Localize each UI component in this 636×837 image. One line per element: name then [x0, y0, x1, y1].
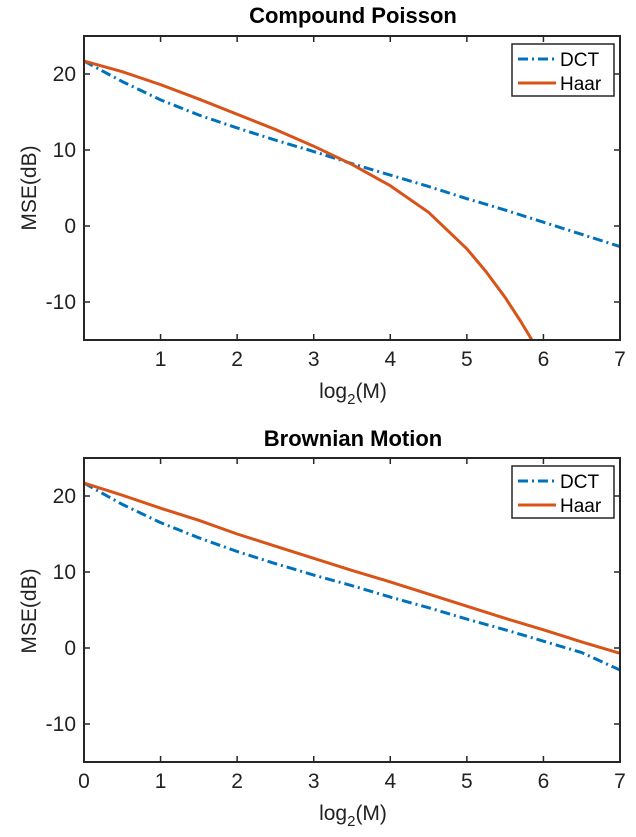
- legend-label-dct: DCT: [560, 472, 599, 493]
- x-tick-label: 2: [231, 770, 243, 793]
- legend: DCT Haar: [511, 43, 615, 97]
- y-tick-label: -10: [46, 291, 76, 314]
- plot-frame: [83, 35, 621, 341]
- y-tick-label: 20: [53, 63, 76, 86]
- tick-labels: 1 2 3 4 5 6 7 -10 0 10 20: [46, 36, 626, 371]
- x-tick-label: 5: [461, 348, 473, 371]
- legend-label-haar: Haar: [560, 74, 602, 95]
- series-line-haar: [84, 59, 534, 340]
- chart-marks: [84, 481, 620, 672]
- x-tick-label: 4: [384, 770, 396, 793]
- x-tick-label: 1: [155, 348, 167, 371]
- x-tick-label: 1: [155, 770, 167, 793]
- x-tick-label: 5: [461, 770, 473, 793]
- plot-frame: [83, 457, 621, 763]
- y-axis-label: MSE(dB): [18, 145, 41, 230]
- x-axis-label: log2(M): [319, 802, 387, 830]
- x-axis-label-text: log: [319, 802, 347, 825]
- x-tick-label: 7: [614, 770, 626, 793]
- y-tick-label: 0: [64, 637, 76, 660]
- legend-label-dct: DCT: [560, 50, 599, 71]
- chart-title: Compound Poisson: [249, 3, 457, 28]
- tick-labels: 0 1 2 3 4 5 6 7 -10 0 10 20: [46, 458, 626, 793]
- chart-marks: [84, 59, 620, 340]
- x-axis-label-text-tail: (M): [355, 380, 386, 403]
- x-tick-label: 7: [614, 348, 626, 371]
- y-tick-label: -10: [46, 713, 76, 736]
- y-tick-label: 20: [53, 485, 76, 508]
- chart-title: Brownian Motion: [264, 426, 442, 451]
- x-tick-label: 6: [538, 348, 550, 371]
- legend-box: [511, 465, 615, 519]
- x-axis-label-text-tail: (M): [355, 802, 386, 825]
- x-tick-label: 2: [231, 348, 243, 371]
- y-tick-label: 10: [53, 139, 76, 162]
- x-tick-label: 3: [308, 348, 320, 371]
- x-tick-label: 4: [384, 348, 396, 371]
- x-axis-label-subscript: 2: [347, 813, 355, 830]
- x-axis-label: log2(M): [319, 380, 387, 408]
- x-tick-label: 3: [308, 770, 320, 793]
- y-tick-label: 10: [53, 561, 76, 584]
- series-line-dct: [84, 481, 620, 672]
- y-tick-label: 0: [64, 215, 76, 238]
- legend-box: [511, 43, 615, 97]
- x-axis-label-text: log: [319, 380, 347, 403]
- x-tick-label: 0: [78, 770, 90, 793]
- legend-label-haar: Haar: [560, 496, 602, 517]
- series-line-haar: [84, 481, 620, 655]
- x-axis-label-subscript: 2: [347, 391, 355, 408]
- legend: DCT Haar: [511, 465, 615, 519]
- y-axis-label: MSE(dB): [18, 568, 41, 653]
- x-tick-label: 6: [538, 770, 550, 793]
